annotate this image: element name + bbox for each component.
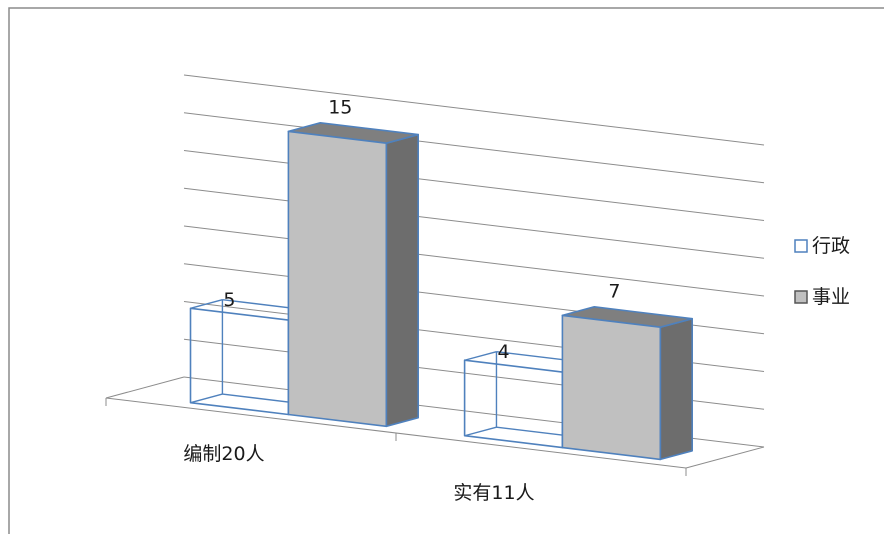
gridline <box>183 187 765 259</box>
chart-frame <box>8 7 884 534</box>
x-tick-label: 编制20人 <box>183 443 264 465</box>
gridline <box>183 150 765 221</box>
x-tick-label: 实有11人 <box>453 482 534 504</box>
data-label: 4 <box>497 341 509 363</box>
bar <box>287 122 420 428</box>
legend-label-shiye: 事业 <box>812 286 850 308</box>
floor-right-edge <box>685 446 765 469</box>
legend-swatch-xingzheng <box>794 239 808 253</box>
gridline <box>183 112 765 184</box>
bars <box>189 122 694 461</box>
gridlines <box>183 74 765 410</box>
legend: 行政 事业 <box>794 235 850 308</box>
x-axis-labels: 编制20人 实有11人 <box>183 443 534 504</box>
data-label: 5 <box>223 289 235 311</box>
legend-swatch-shiye <box>794 290 808 304</box>
data-labels: 5 15 4 7 <box>223 96 620 363</box>
data-label: 7 <box>608 280 620 302</box>
gridline <box>183 225 765 297</box>
floor-left-edge <box>105 376 185 399</box>
bar <box>561 305 694 461</box>
data-label: 15 <box>328 96 352 118</box>
gridline <box>183 74 765 146</box>
legend-label-xingzheng: 行政 <box>812 235 850 257</box>
